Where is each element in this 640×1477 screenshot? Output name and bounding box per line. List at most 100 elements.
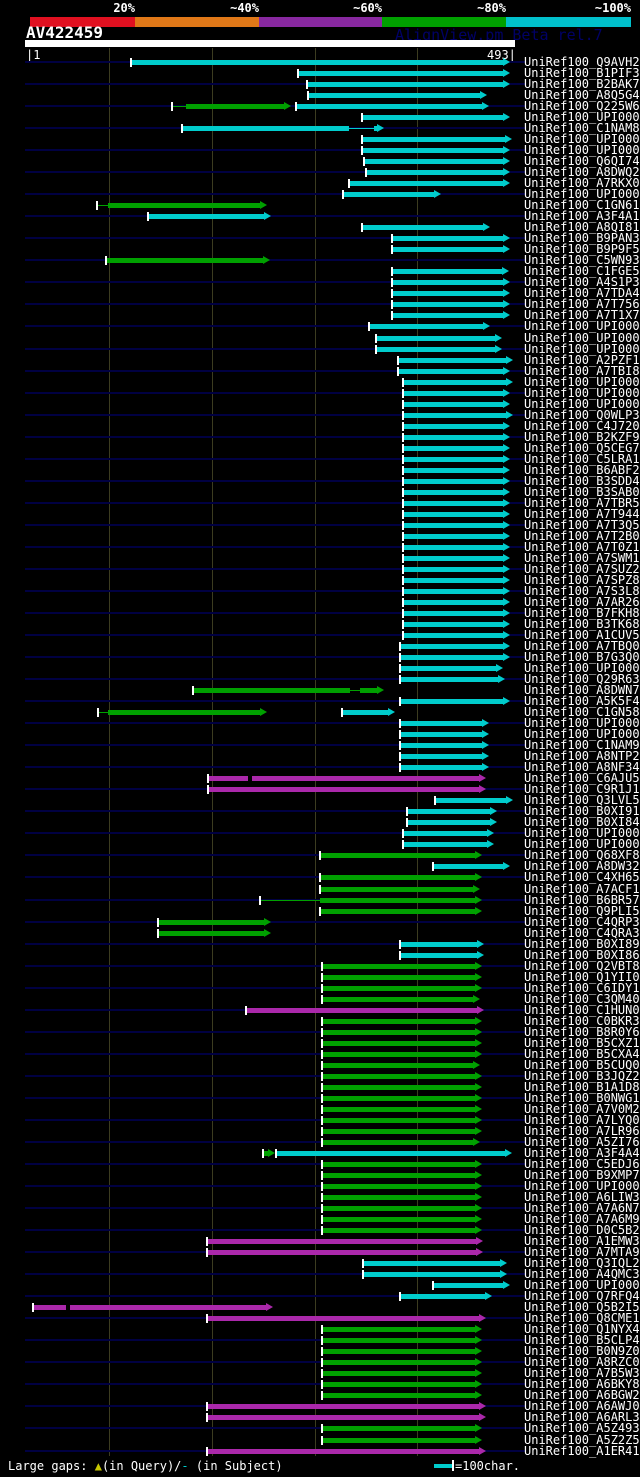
alignment-segment[interactable]: [263, 1151, 268, 1156]
alignment-segment[interactable]: [320, 898, 475, 903]
hit-label[interactable]: UniRef100_A8DW32: [524, 859, 640, 873]
hit-label[interactable]: UniRef100_C1FGE5: [524, 264, 640, 278]
hit-label[interactable]: UniRef100_UPI000..: [524, 342, 640, 356]
hit-label[interactable]: UniRef100_Q68XF8: [524, 848, 640, 862]
hit-label[interactable]: UniRef100_B3JQZ2: [524, 1069, 640, 1083]
hit-label[interactable]: UniRef100_A7SUZ2: [524, 562, 640, 576]
alignment-segment[interactable]: [322, 975, 475, 980]
alignment-segment[interactable]: [322, 1371, 475, 1376]
hit-label[interactable]: UniRef100_C9R1J1: [524, 782, 640, 796]
alignment-segment[interactable]: [403, 842, 487, 847]
hit-label[interactable]: UniRef100_C6AJU5: [524, 771, 640, 785]
alignment-segment[interactable]: [403, 424, 503, 429]
alignment-segment[interactable]: [322, 1063, 473, 1068]
alignment-segment[interactable]: [403, 479, 503, 484]
hit-label[interactable]: UniRef100_UPI000..: [524, 826, 640, 840]
hit-label[interactable]: UniRef100_Q1YII0: [524, 970, 640, 984]
alignment-segment[interactable]: [400, 677, 498, 682]
hit-label[interactable]: UniRef100_UPI000..: [524, 397, 640, 411]
hit-label[interactable]: UniRef100_B7FKH8: [524, 606, 640, 620]
hit-label[interactable]: UniRef100_A8DWN7: [524, 683, 640, 697]
alignment-segment[interactable]: [398, 369, 503, 374]
alignment-segment[interactable]: [403, 589, 503, 594]
hit-label[interactable]: UniRef100_A7S3L8: [524, 584, 640, 598]
alignment-segment[interactable]: [403, 831, 487, 836]
alignment-segment[interactable]: [208, 776, 479, 781]
alignment-segment[interactable]: [362, 137, 505, 142]
hit-label[interactable]: UniRef100_A1EMW3: [524, 1234, 640, 1248]
alignment-segment[interactable]: [186, 104, 284, 109]
hit-label[interactable]: UniRef100_A7TDA4: [524, 286, 640, 300]
alignment-segment[interactable]: [322, 1173, 475, 1178]
alignment-segment[interactable]: [403, 413, 506, 418]
hit-label[interactable]: UniRef100_D0C5B2: [524, 1223, 640, 1237]
alignment-segment[interactable]: [33, 1305, 266, 1310]
alignment-segment[interactable]: [392, 302, 503, 307]
alignment-segment[interactable]: [433, 864, 503, 869]
alignment-segment[interactable]: [400, 743, 482, 748]
alignment-segment[interactable]: [322, 1140, 473, 1145]
hit-label[interactable]: UniRef100_B0XI86: [524, 948, 640, 962]
hit-label[interactable]: UniRef100_UPI000..: [524, 661, 640, 675]
hit-label[interactable]: UniRef100_B0N9Z0: [524, 1344, 640, 1358]
alignment-segment[interactable]: [403, 402, 503, 407]
alignment-segment[interactable]: [322, 1030, 475, 1035]
alignment-segment[interactable]: [400, 732, 482, 737]
hit-label[interactable]: UniRef100_A7ACF1: [524, 882, 640, 896]
alignment-segment[interactable]: [320, 887, 473, 892]
hit-label[interactable]: UniRef100_B1PIF3: [524, 66, 640, 80]
hit-label[interactable]: UniRef100_Q225W6: [524, 99, 640, 113]
hit-label[interactable]: UniRef100_A4S1P3: [524, 275, 640, 289]
alignment-segment[interactable]: [131, 60, 503, 65]
alignment-segment[interactable]: [322, 1074, 475, 1079]
alignment-segment[interactable]: [207, 1250, 476, 1255]
hit-label[interactable]: UniRef100_A3F4A4: [524, 1146, 640, 1160]
hit-label[interactable]: UniRef100_A7T2B0: [524, 529, 640, 543]
alignment-segment[interactable]: [403, 501, 503, 506]
hit-label[interactable]: UniRef100_A7LR96: [524, 1124, 640, 1138]
alignment-segment[interactable]: [403, 622, 503, 627]
alignment-segment[interactable]: [403, 534, 503, 539]
hit-label[interactable]: UniRef100_A7A6N7: [524, 1201, 640, 1215]
alignment-segment[interactable]: [322, 1228, 475, 1233]
hit-label[interactable]: UniRef100_A7T944: [524, 507, 640, 521]
hit-label[interactable]: UniRef100_C4J720: [524, 419, 640, 433]
alignment-segment[interactable]: [207, 1415, 479, 1420]
hit-label[interactable]: UniRef100_B0NWG1: [524, 1091, 640, 1105]
hit-label[interactable]: UniRef100_C5LRA1: [524, 452, 640, 466]
alignment-segment[interactable]: [392, 313, 503, 318]
alignment-segment[interactable]: [322, 1085, 475, 1090]
alignment-segment[interactable]: [343, 192, 434, 197]
alignment-segment[interactable]: [208, 787, 479, 792]
hit-label[interactable]: UniRef100_A6BKY8: [524, 1377, 640, 1391]
alignment-segment[interactable]: [276, 1151, 505, 1156]
alignment-segment[interactable]: [360, 688, 377, 693]
hit-label[interactable]: UniRef100_C1NAM8: [524, 121, 640, 135]
hit-label[interactable]: UniRef100_A7B5W3: [524, 1366, 640, 1380]
hit-label[interactable]: UniRef100_Q8CME1: [524, 1311, 640, 1325]
alignment-segment[interactable]: [322, 1426, 475, 1431]
hit-label[interactable]: UniRef100_UPI000..: [524, 837, 640, 851]
alignment-segment[interactable]: [400, 655, 503, 660]
hit-label[interactable]: UniRef100_B3TK68: [524, 617, 640, 631]
alignment-segment[interactable]: [349, 181, 503, 186]
alignment-segment[interactable]: [400, 754, 482, 759]
alignment-segment[interactable]: [403, 567, 503, 572]
alignment-segment[interactable]: [322, 1162, 475, 1167]
alignment-segment[interactable]: [400, 644, 503, 649]
alignment-segment[interactable]: [322, 1052, 475, 1057]
alignment-segment[interactable]: [400, 765, 482, 770]
hit-label[interactable]: UniRef100_C1NAM9: [524, 738, 640, 752]
hit-label[interactable]: UniRef100_A7TBR5: [524, 496, 640, 510]
hit-label[interactable]: UniRef100_B9XMP7: [524, 1168, 640, 1182]
alignment-segment[interactable]: [322, 1382, 475, 1387]
alignment-segment[interactable]: [322, 986, 475, 991]
hit-label[interactable]: UniRef100_UPI000..: [524, 716, 640, 730]
hit-label[interactable]: UniRef100_A7T756: [524, 297, 640, 311]
hit-label[interactable]: UniRef100_Q6QI74: [524, 154, 640, 168]
alignment-segment[interactable]: [400, 942, 477, 947]
hit-label[interactable]: UniRef100_A7SPZ8: [524, 573, 640, 587]
alignment-segment[interactable]: [369, 324, 483, 329]
hit-label[interactable]: UniRef100_C5WN93: [524, 253, 640, 267]
hit-label[interactable]: UniRef100_C6IDY1: [524, 981, 640, 995]
